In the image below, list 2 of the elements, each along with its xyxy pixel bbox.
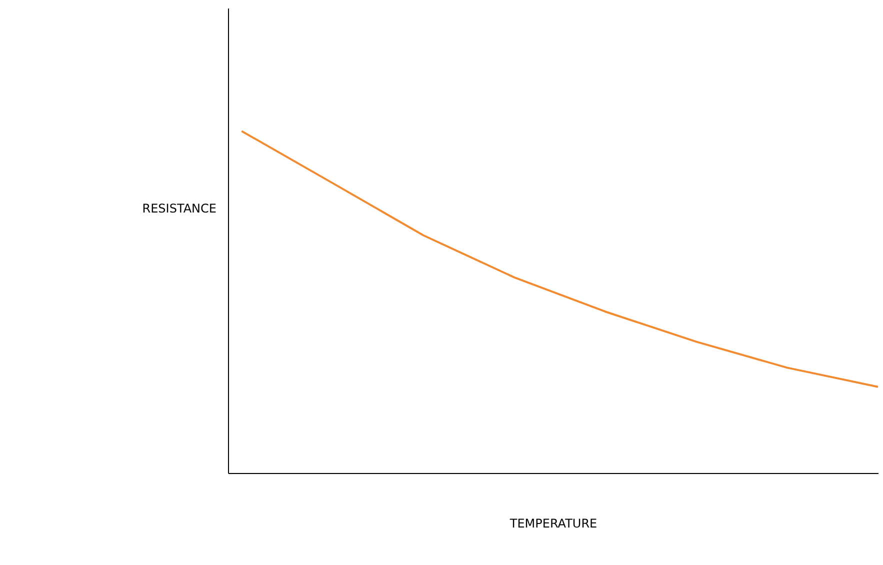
y-axis-title: RESISTANCE [142, 202, 216, 216]
x-axis-title: TEMPERATURE [508, 516, 598, 530]
